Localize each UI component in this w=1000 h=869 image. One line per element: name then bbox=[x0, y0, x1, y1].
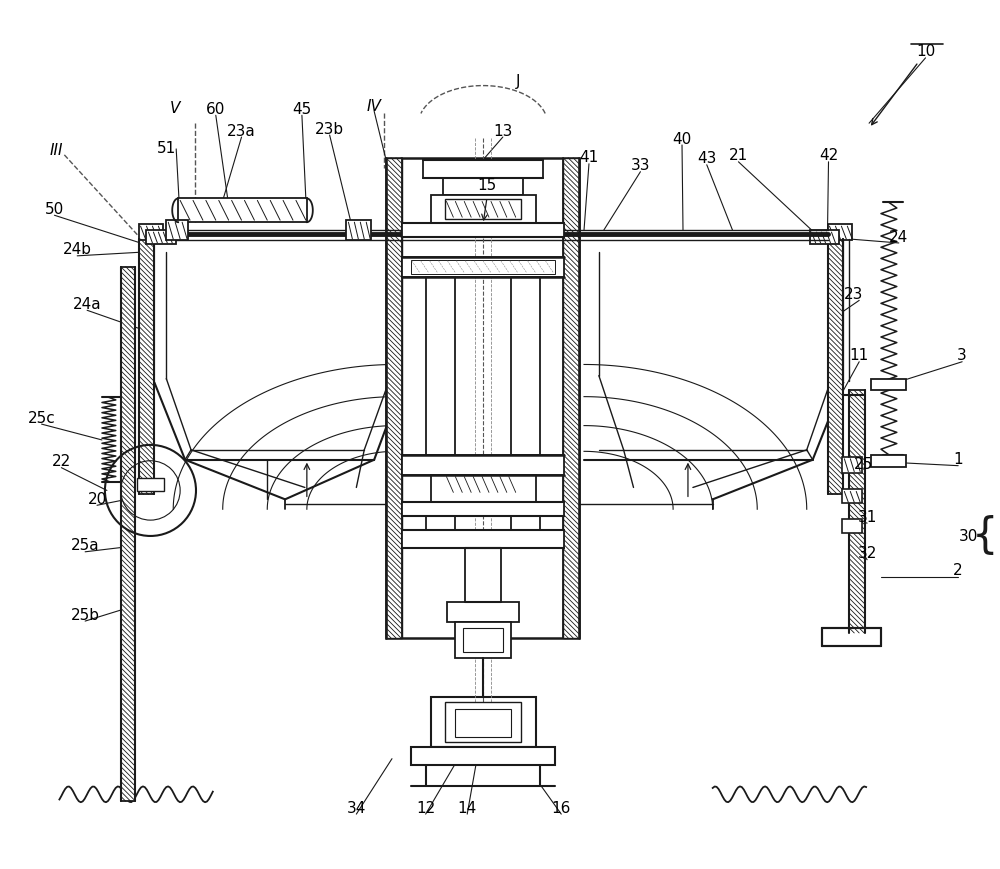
Text: 33: 33 bbox=[631, 158, 650, 173]
Text: 43: 43 bbox=[697, 151, 716, 166]
Text: 24a: 24a bbox=[73, 297, 101, 312]
Bar bbox=[445, 702, 521, 742]
Bar bbox=[443, 177, 523, 196]
Bar bbox=[810, 230, 839, 244]
Bar bbox=[411, 746, 555, 765]
Text: 16: 16 bbox=[552, 800, 571, 816]
Bar bbox=[426, 516, 455, 530]
Bar bbox=[511, 276, 540, 454]
Bar bbox=[842, 457, 862, 473]
Text: III: III bbox=[50, 143, 63, 158]
Text: 23a: 23a bbox=[227, 123, 256, 139]
Text: 60: 60 bbox=[206, 102, 225, 116]
Text: 2: 2 bbox=[953, 563, 963, 578]
Bar bbox=[386, 158, 579, 638]
Text: 24b: 24b bbox=[63, 242, 92, 257]
Text: 25b: 25b bbox=[71, 607, 100, 623]
Text: {: { bbox=[972, 515, 999, 557]
Bar bbox=[445, 199, 521, 219]
Text: 51: 51 bbox=[157, 142, 176, 156]
Text: 12: 12 bbox=[416, 800, 435, 816]
Bar bbox=[871, 379, 906, 390]
Text: 14: 14 bbox=[458, 800, 477, 816]
Text: 23b: 23b bbox=[315, 122, 344, 136]
Bar bbox=[423, 160, 543, 177]
Text: 20: 20 bbox=[87, 492, 107, 507]
Bar bbox=[447, 602, 519, 622]
Bar bbox=[828, 224, 852, 240]
Bar bbox=[402, 454, 564, 474]
Bar bbox=[121, 267, 135, 801]
Text: 10: 10 bbox=[916, 44, 935, 59]
Text: 32: 32 bbox=[857, 547, 877, 561]
Text: 3: 3 bbox=[957, 348, 967, 363]
Text: 50: 50 bbox=[45, 202, 64, 216]
Bar bbox=[842, 489, 862, 503]
Text: IV: IV bbox=[367, 99, 382, 114]
Bar bbox=[139, 239, 154, 494]
Bar bbox=[139, 224, 163, 240]
Bar bbox=[402, 502, 564, 516]
Bar bbox=[871, 454, 906, 467]
Bar bbox=[465, 547, 501, 602]
Text: J: J bbox=[515, 74, 520, 90]
Bar bbox=[402, 530, 564, 547]
Text: 25a: 25a bbox=[71, 539, 99, 554]
Text: 23: 23 bbox=[844, 287, 863, 302]
Text: 1: 1 bbox=[953, 452, 963, 468]
Bar bbox=[511, 516, 540, 530]
Bar bbox=[849, 390, 865, 633]
Bar bbox=[411, 260, 555, 274]
Bar bbox=[842, 519, 862, 533]
Bar bbox=[822, 628, 881, 646]
Bar bbox=[178, 198, 307, 222]
Text: 13: 13 bbox=[493, 123, 513, 139]
Text: 30: 30 bbox=[958, 529, 978, 545]
Bar bbox=[386, 158, 402, 638]
Bar bbox=[426, 276, 455, 454]
Bar bbox=[402, 257, 564, 276]
Bar bbox=[463, 628, 503, 652]
Text: 24: 24 bbox=[889, 229, 908, 244]
Bar bbox=[828, 239, 843, 494]
Text: 40: 40 bbox=[672, 131, 692, 147]
Text: 15: 15 bbox=[477, 178, 497, 193]
Bar bbox=[402, 223, 564, 237]
Text: 25: 25 bbox=[854, 457, 873, 472]
Bar bbox=[346, 220, 371, 240]
Text: V: V bbox=[170, 101, 180, 116]
Text: 25c: 25c bbox=[28, 411, 55, 426]
Text: 42: 42 bbox=[819, 149, 838, 163]
Bar bbox=[455, 709, 511, 737]
Bar bbox=[431, 474, 536, 502]
Bar bbox=[431, 697, 536, 746]
Bar bbox=[146, 230, 176, 244]
Text: 11: 11 bbox=[850, 348, 869, 363]
Bar bbox=[166, 220, 188, 240]
Text: 21: 21 bbox=[729, 149, 748, 163]
Bar bbox=[455, 622, 511, 658]
Bar bbox=[431, 196, 536, 223]
Text: 22: 22 bbox=[52, 454, 71, 469]
Bar bbox=[563, 158, 579, 638]
Text: 45: 45 bbox=[292, 102, 312, 116]
Text: 41: 41 bbox=[579, 150, 599, 165]
Bar bbox=[137, 478, 164, 491]
Text: 34: 34 bbox=[347, 800, 366, 816]
Text: 31: 31 bbox=[857, 509, 877, 525]
